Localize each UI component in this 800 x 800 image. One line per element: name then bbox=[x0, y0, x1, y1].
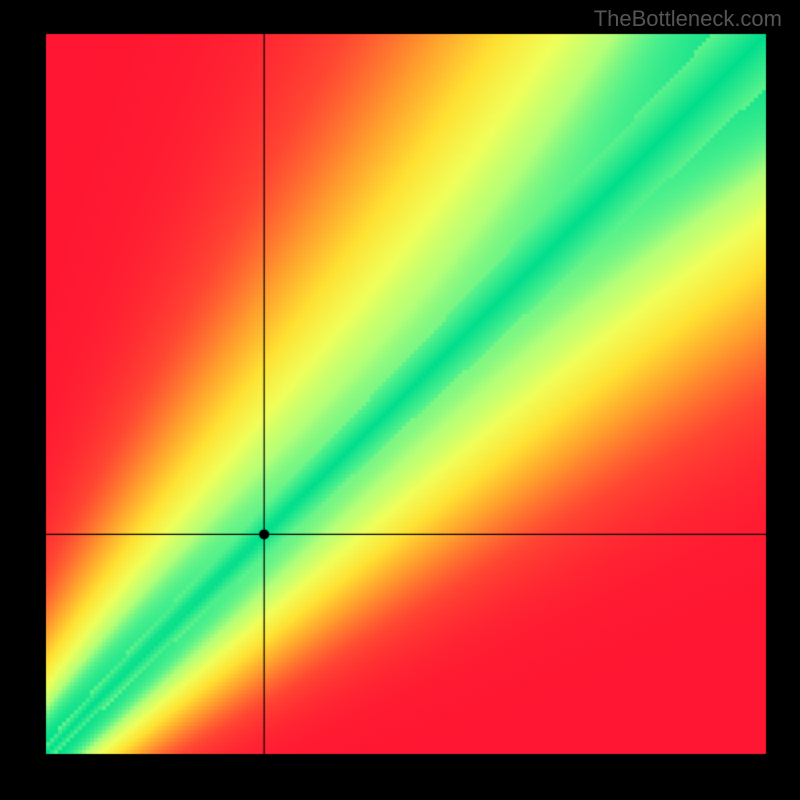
watermark-text: TheBottleneck.com bbox=[594, 6, 782, 32]
chart-container: TheBottleneck.com bbox=[0, 0, 800, 800]
bottleneck-heatmap bbox=[0, 0, 800, 800]
